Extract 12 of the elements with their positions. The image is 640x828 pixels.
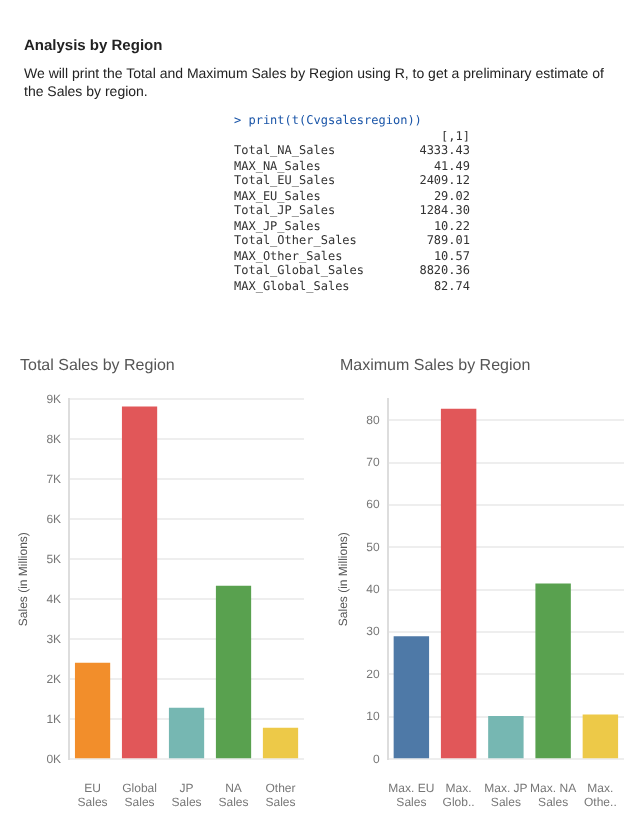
bar: [262, 727, 299, 759]
bar: [74, 662, 111, 759]
bar: [488, 715, 524, 759]
bar: [215, 585, 252, 759]
bar: [535, 583, 571, 759]
bar: [393, 636, 430, 759]
chart-title: Total Sales by Region: [18, 356, 177, 378]
chart-title: Maximum Sales by Region: [338, 356, 533, 378]
bar: [440, 408, 477, 759]
bar: [168, 707, 205, 759]
bar: [582, 714, 619, 759]
bar: [121, 406, 158, 759]
